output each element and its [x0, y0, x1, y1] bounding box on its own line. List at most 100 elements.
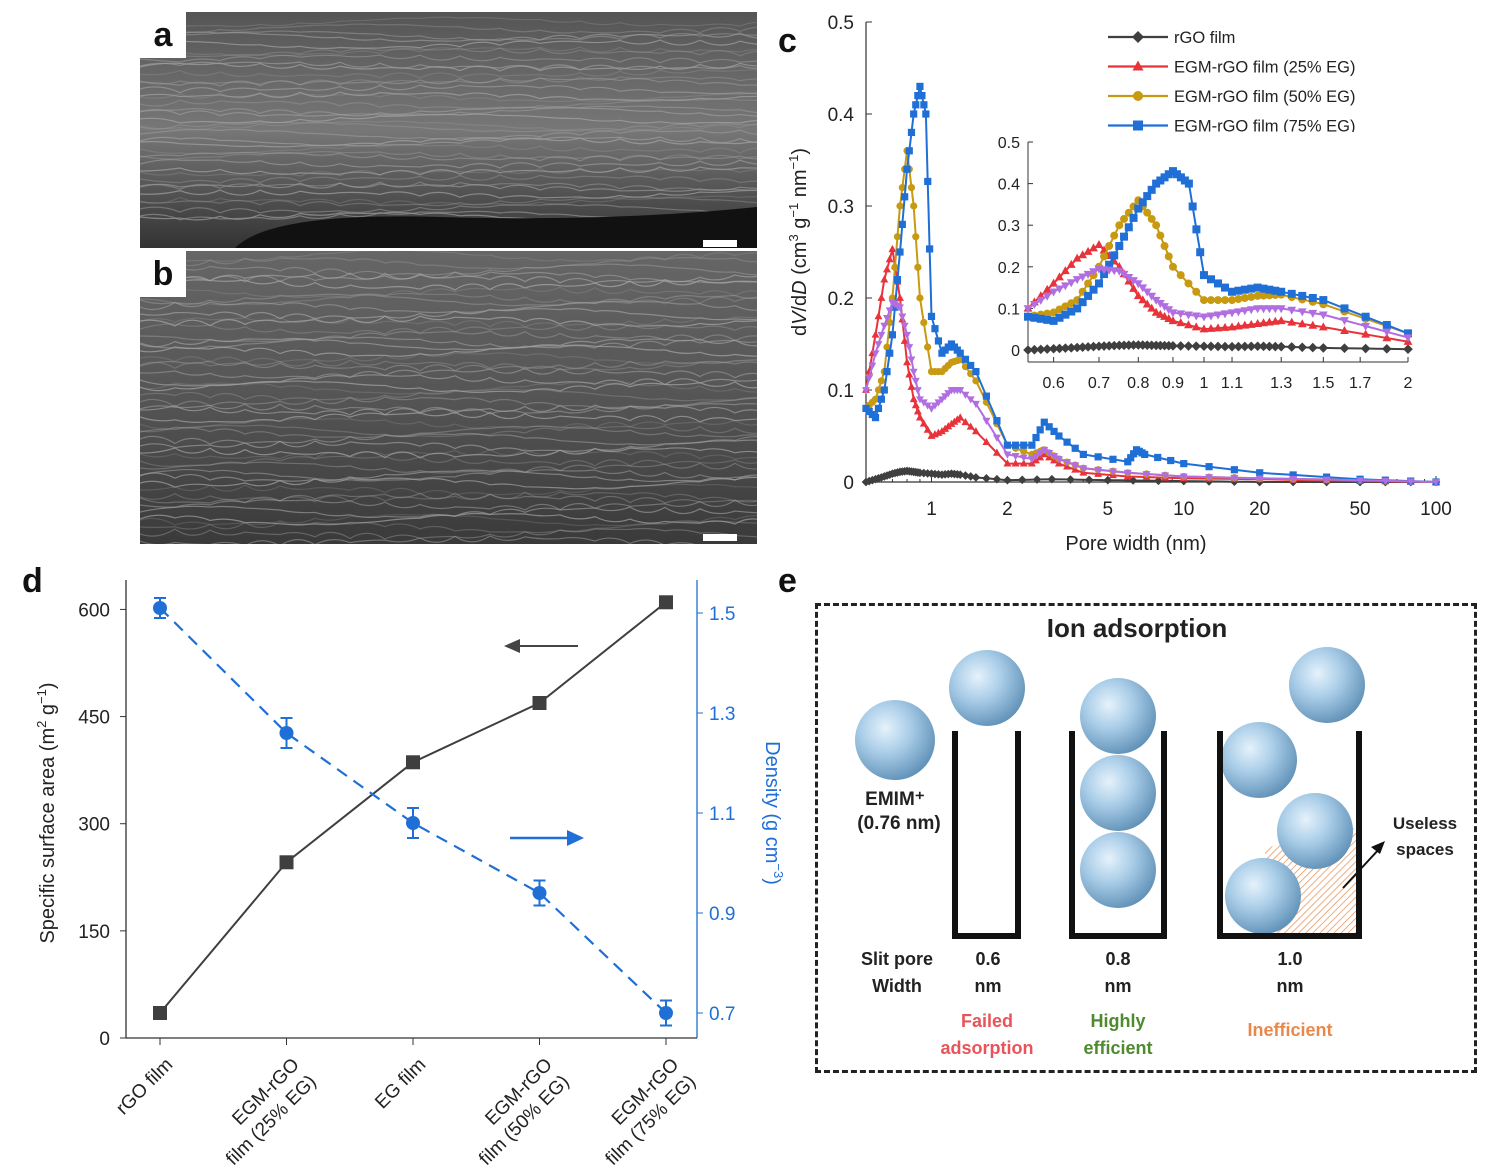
sem-texture-b — [140, 251, 757, 544]
inset-data-point — [1240, 285, 1249, 294]
sem-layer-line — [140, 492, 757, 504]
inset-data-point — [1049, 288, 1059, 297]
inset-data-point — [1176, 310, 1186, 319]
surface-area-point — [532, 696, 547, 710]
inset-data-point — [1060, 282, 1070, 291]
inset-x-tick-label: 0.9 — [1162, 375, 1184, 392]
sem-layer-line — [140, 31, 757, 42]
data-point — [1124, 458, 1132, 466]
inset-data-point — [1094, 239, 1104, 248]
inset-data-point — [1066, 259, 1076, 268]
inset-data-point — [1199, 271, 1208, 280]
data-point — [961, 417, 970, 426]
y-tick-label: 0.5 — [828, 13, 854, 34]
sem-layer-line — [140, 323, 757, 335]
sem-layer-line — [140, 23, 757, 34]
data-point — [1011, 453, 1020, 461]
sem-layer-line — [140, 468, 757, 482]
data-point — [1036, 426, 1044, 434]
density-point — [279, 726, 294, 740]
data-point — [905, 370, 914, 378]
inset-data-point — [1067, 307, 1076, 316]
data-point — [1167, 456, 1175, 465]
data-point — [913, 407, 922, 415]
inset-data-point — [1151, 296, 1161, 305]
data-point — [905, 147, 913, 155]
y-tick-label: 0 — [843, 473, 854, 494]
surface-area-point — [153, 1006, 167, 1020]
sem-layer-line — [140, 182, 757, 192]
inset-y-tick-label: 0.2 — [998, 260, 1020, 277]
sem-layer-line — [140, 181, 757, 192]
inset-data-point — [1297, 342, 1308, 353]
data-point — [1045, 423, 1053, 431]
data-point — [900, 336, 909, 344]
data-point — [888, 244, 897, 253]
inset-data-point — [1129, 213, 1138, 222]
inset-data-point — [1110, 231, 1119, 240]
data-point — [919, 399, 928, 407]
sem-layer-line — [140, 381, 757, 395]
sem-layer-line — [140, 151, 757, 162]
data-point — [993, 417, 1001, 425]
inset-data-point — [1083, 246, 1093, 255]
data-point — [916, 82, 924, 90]
data-point — [1019, 459, 1028, 467]
inset-data-point — [1043, 315, 1052, 324]
legend-marker — [1132, 60, 1144, 71]
inset-data-point — [1318, 311, 1328, 320]
inset-data-point — [1089, 243, 1098, 252]
data-point — [1071, 462, 1080, 470]
sem-layer-line — [140, 300, 757, 314]
data-point — [1079, 465, 1088, 473]
sem-layer-line — [140, 336, 757, 350]
inset-data-point — [1147, 292, 1157, 301]
sem-layer-line — [140, 461, 757, 474]
data-point — [888, 331, 897, 339]
inset-data-point — [1220, 310, 1230, 319]
spaces-label: spaces — [1396, 840, 1454, 859]
inset-data-point — [1319, 296, 1328, 305]
panel-label-c: c — [778, 22, 797, 60]
inset-data-point — [1147, 214, 1156, 223]
inset-data-point — [1160, 303, 1169, 312]
ion-label: EMIM⁺ — [865, 789, 925, 810]
inset-data-point — [1072, 276, 1082, 285]
data-point — [1040, 418, 1048, 426]
pore-unit-2: nm — [1277, 976, 1304, 996]
ion-sphere — [1221, 722, 1297, 798]
data-point — [1032, 433, 1040, 442]
inset-data-point — [1297, 319, 1307, 328]
inset-data-point — [1340, 304, 1349, 313]
inset-data-point — [1227, 309, 1237, 318]
sem-layer-line — [140, 535, 696, 544]
inset-data-point — [1206, 341, 1216, 352]
data-point — [896, 248, 904, 256]
sem-layer-line — [140, 476, 757, 490]
data-point — [877, 377, 885, 385]
inset-data-point — [1110, 251, 1119, 260]
sem-layer-line — [140, 432, 757, 446]
data-point — [927, 312, 936, 320]
data-point — [1055, 432, 1063, 440]
inset-data-point — [1176, 318, 1186, 327]
data-point — [1322, 476, 1331, 484]
data-point — [972, 377, 980, 385]
inset-data-point — [1221, 283, 1230, 292]
sem-layer-line — [140, 113, 757, 125]
sem-layer-line — [140, 76, 757, 86]
pore-status-0a: Failed — [961, 1011, 1013, 1031]
data-point — [907, 184, 916, 192]
sem-layer-line — [140, 263, 757, 276]
data-point — [1154, 453, 1162, 462]
sem-layer-line — [140, 424, 757, 438]
inset-data-point — [1100, 252, 1109, 261]
inset-data-point — [1234, 286, 1243, 295]
ion-adsorption-schematic — [815, 603, 1477, 1073]
inset-data-point — [1055, 285, 1064, 294]
ion-adsorption-diagram: Ion adsorption EMIM⁺ (0.76 nm) Useless s… — [855, 613, 1457, 1058]
inset-x-tick-label: 0.8 — [1127, 375, 1149, 392]
inset-data-point — [1234, 295, 1243, 304]
ion-sphere — [1289, 647, 1365, 723]
inset-data-point — [1221, 296, 1230, 305]
